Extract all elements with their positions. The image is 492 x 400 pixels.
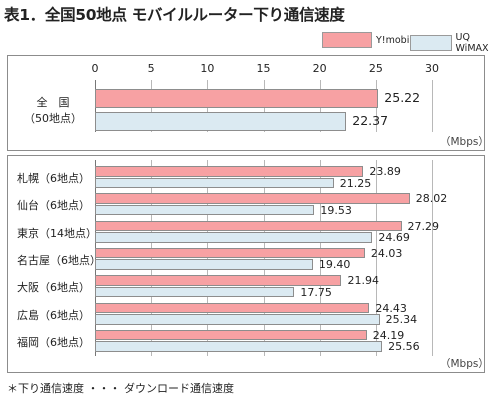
region-5-ymobile-bar <box>95 302 370 314</box>
region-0-uqwimax-bar <box>95 177 334 188</box>
national-ymobile-value-label: 25.22 <box>384 90 421 105</box>
region-3-ymobile-bar <box>95 247 365 259</box>
region-1-uqwimax-bar <box>95 204 315 216</box>
national-uqwimax-value-label: 22.37 <box>352 113 389 128</box>
category-label-5: 広島（6地点） <box>17 308 90 322</box>
region-2-ymobile-value-label: 27.29 <box>407 219 440 233</box>
region-1-ymobile-value-label: 28.02 <box>415 192 448 206</box>
region-6-ymobile-bar <box>95 329 367 341</box>
x-tick-label-15: 15 <box>256 62 271 75</box>
category-label-3: 名古屋（6地点） <box>17 253 101 267</box>
x-tick-label-0: 0 <box>91 62 99 75</box>
region-0-ymobile-value-label: 23.89 <box>369 165 401 178</box>
region-4-ymobile-bar <box>95 275 342 286</box>
category-label-6: 福岡（6地点） <box>17 335 90 349</box>
x-tick-label-10: 10 <box>200 62 215 75</box>
category-label-0: 札幌（6地点） <box>17 172 90 185</box>
region-4-uqwimax-value-label: 17.75 <box>300 285 332 299</box>
legend-uqwimax: UQ WiMAX <box>410 32 492 54</box>
region-4-ymobile-value-label: 21.94 <box>347 274 379 288</box>
region-6-uqwimax-bar <box>95 341 383 352</box>
region-3-ymobile-value-label: 24.03 <box>370 246 403 260</box>
regional-gridline-30 <box>432 160 433 356</box>
region-1-uqwimax-value-label: 19.53 <box>320 203 352 217</box>
region-5-uqwimax-value-label: 25.34 <box>385 313 418 327</box>
legend-swatch-ymobile <box>322 32 372 48</box>
region-1-ymobile-bar <box>95 193 410 204</box>
unit-label-regional: （Mbps） <box>440 358 489 370</box>
legend-ymobile: Y!mobile <box>322 32 418 48</box>
category-label-2: 東京（14地点） <box>17 226 97 240</box>
legend-label-ymobile: Y!mobile <box>376 34 418 46</box>
national-uqwimax-bar <box>95 112 347 131</box>
region-3-uqwimax-bar <box>95 259 313 270</box>
x-tick-label-30: 30 <box>425 62 439 75</box>
region-0-ymobile-bar <box>95 166 364 177</box>
regional-gridline-25 <box>375 160 377 356</box>
region-2-ymobile-bar <box>95 220 402 232</box>
region-2-uqwimax-bar <box>95 232 373 243</box>
category-label-4: 大阪（6地点） <box>17 281 90 295</box>
region-0-uqwimax-value-label: 21.25 <box>339 176 372 190</box>
legend-swatch-uqwimax <box>410 35 452 51</box>
x-tick-label-25: 25 <box>368 62 383 75</box>
national-ymobile-bar <box>95 89 379 108</box>
x-tick-label-5: 5 <box>147 62 155 75</box>
legend-label-uqwimax: UQ WiMAX <box>455 32 489 54</box>
region-4-uqwimax-bar <box>95 286 295 298</box>
national-gridline-30 <box>432 80 433 132</box>
region-2-uqwimax-value-label: 24.69 <box>378 231 410 245</box>
category-label-1: 仙台（6地点） <box>17 199 90 213</box>
region-3-uqwimax-value-label: 19.40 <box>318 258 351 272</box>
region-6-uqwimax-value-label: 25.56 <box>388 340 420 354</box>
unit-label-national: （Mbps） <box>440 136 489 148</box>
region-6-ymobile-value-label: 24.19 <box>372 328 405 342</box>
x-tick-label-20: 20 <box>312 62 327 75</box>
national-label-line2: （50地点） <box>24 112 82 125</box>
chart-title: 表1．全国50地点 モバイルルーター下り通信速度 <box>4 6 345 24</box>
region-5-ymobile-value-label: 24.43 <box>375 301 407 315</box>
national-label-line1: 全 国 <box>36 96 70 109</box>
region-5-uqwimax-bar <box>95 314 380 325</box>
footnote: ＊下り通信速度 ・・・ ダウンロード通信速度 <box>7 382 234 395</box>
